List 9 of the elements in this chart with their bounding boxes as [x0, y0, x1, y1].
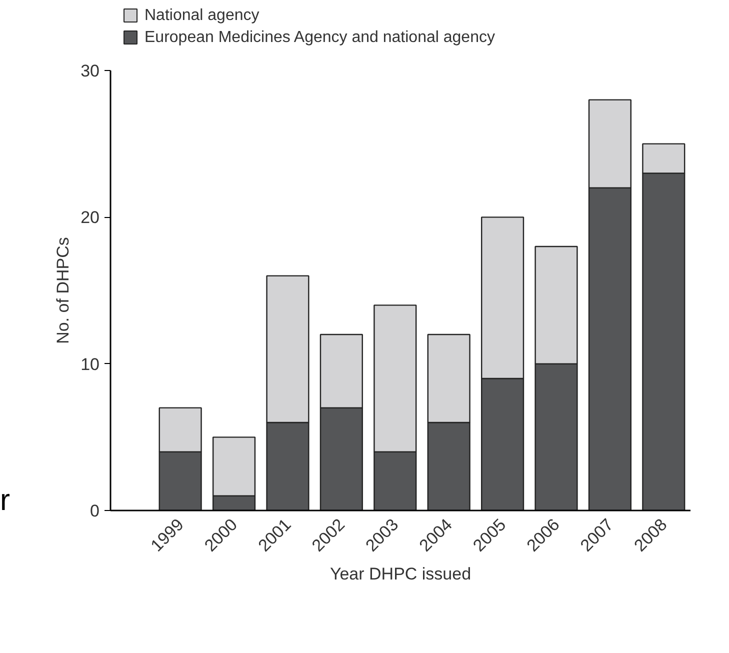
y-tick-label: 0 — [90, 502, 100, 520]
legend-label: National agency — [144, 7, 260, 24]
legend-label: European Medicines Agency and national agency — [144, 29, 495, 46]
x-axis-title: Year DHPC issued — [330, 564, 472, 584]
y-tick-label: 10 — [80, 354, 100, 374]
y-tick-label: 20 — [80, 208, 100, 228]
y-tick-label: 30 — [80, 62, 100, 80]
text: r — [0, 483, 10, 519]
y-axis-title: No. of DHPCs — [54, 237, 73, 344]
